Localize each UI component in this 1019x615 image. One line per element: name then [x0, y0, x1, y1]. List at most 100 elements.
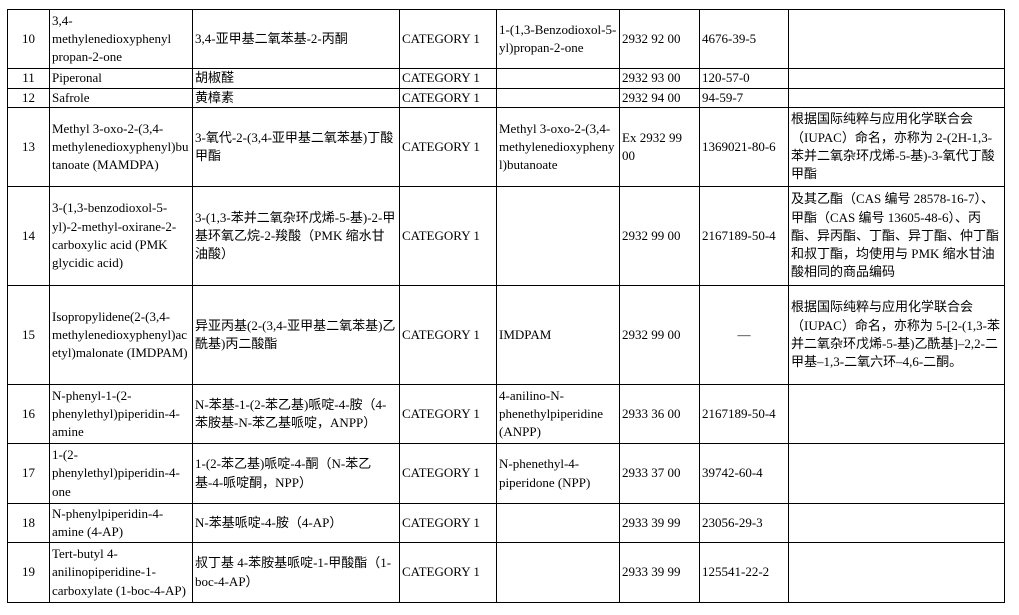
row-number-text: 13	[22, 138, 35, 154]
cell-row-number: 14	[7, 186, 50, 286]
cell-remarks: 根据国际纯粹与应用化学联合会（IUPAC）命名，亦称为 2-(2H-1,3-苯并…	[788, 107, 1005, 187]
cas-number-text: —	[737, 326, 751, 342]
cell-cas-number: —	[699, 285, 789, 385]
cell-hs-code: 2933 39 99	[619, 542, 700, 603]
cas-number-text: 2167189-50-4	[702, 227, 776, 243]
cell-category: CATEGORY 1	[399, 186, 497, 286]
alternative-name-text	[497, 504, 619, 542]
row-number-text: 12	[22, 90, 35, 105]
cell-hs-code: 2932 93 00	[619, 68, 700, 89]
hs-code-text: 2932 99 00	[622, 227, 681, 243]
cell-english-name: Safrole	[49, 88, 193, 108]
cell-cas-number: 125541-22-2	[699, 542, 789, 603]
alternative-name-text: IMDPAM	[499, 326, 552, 342]
hs-code-text: 2933 37 00	[622, 465, 681, 481]
table-row: 13 Methyl 3-oxo-2-(3,4-methylenedioxyphen…	[7, 107, 1005, 187]
cell-english-name: 3-(1,3-benzodioxol-5-yl)-2-methyl-oxiran…	[49, 186, 193, 286]
category-text: CATEGORY 1	[402, 30, 480, 46]
cell-category: CATEGORY 1	[399, 443, 497, 504]
english-name-text: Methyl 3-oxo-2-(3,4-methylenedioxyphenyl…	[52, 120, 189, 173]
chinese-name-text: 1-(2-苯乙基)哌啶-4-酮（N-苯乙基-4-哌啶酮，NPP）	[195, 456, 372, 490]
english-name-text: 1-(2-phenylethyl)piperidin-4-one	[52, 447, 180, 499]
hs-code-text: 2933 39 99	[622, 514, 681, 530]
chinese-name-text: 黄樟素	[195, 90, 235, 105]
cell-english-name: Tert-butyl 4-anilinopiperidine-1-carboxy…	[49, 542, 193, 603]
cell-alternative-name: IMDPAM	[496, 285, 620, 385]
remarks-text	[789, 69, 1004, 88]
cell-hs-code: 2932 94 00	[619, 88, 700, 108]
table-row: 10 3,4-methylenedioxyphenyl propan-2-one 3…	[7, 9, 1005, 69]
hs-code-text: 2933 39 99	[622, 564, 681, 580]
cell-alternative-name: Methyl 3-oxo-2-(3,4-methylenedioxyphenyl…	[496, 107, 620, 187]
cell-category: CATEGORY 1	[399, 384, 497, 444]
cell-english-name: 3,4-methylenedioxyphenyl propan-2-one	[49, 9, 193, 69]
category-text: CATEGORY 1	[402, 138, 480, 154]
table-row: 17 1-(2-phenylethyl)piperidin-4-one 1-(2-苯…	[7, 443, 1005, 504]
cell-hs-code: Ex 2932 99 00	[619, 107, 700, 187]
remarks-text: 及其乙酯（CAS 编号 28578-16-7）、甲酯（CAS 编号 13605-…	[791, 191, 1000, 280]
cell-cas-number: 94-59-7	[699, 88, 789, 108]
cell-chinese-name: 3,4-亚甲基二氧苯基-2-丙酮	[192, 9, 400, 69]
cell-remarks	[788, 542, 1005, 603]
category-text: CATEGORY 1	[402, 326, 480, 342]
chinese-name-text: 异亚丙基(2-(3,4-亚甲基二氧苯基)乙酰基)丙二酸酯	[195, 317, 396, 351]
cell-hs-code: 2933 37 00	[619, 443, 700, 504]
english-name-text: Isopropylidene(2-(3,4-methylenedioxyphen…	[52, 308, 188, 361]
cell-alternative-name	[496, 542, 620, 603]
row-number-text: 11	[22, 70, 35, 86]
cell-remarks: 及其乙酯（CAS 编号 28578-16-7）、甲酯（CAS 编号 13605-…	[788, 186, 1005, 286]
cas-number-text: 94-59-7	[702, 90, 744, 105]
cell-remarks	[788, 68, 1005, 89]
table-row: 11 Piperonal 胡椒醛 CATEGORY 1 2932 93 00 120-57…	[7, 68, 1005, 89]
row-number-text: 18	[22, 514, 35, 530]
cell-row-number: 19	[7, 542, 50, 603]
cell-english-name: Methyl 3-oxo-2-(3,4-methylenedioxyphenyl…	[49, 107, 193, 187]
category-text: CATEGORY 1	[402, 70, 480, 86]
chinese-name-text: N-苯基-1-(2-苯乙基)哌啶-4-胺（4-苯胺基-N-苯乙基哌啶，ANPP）	[195, 396, 387, 430]
cell-remarks: 根据国际纯粹与应用化学联合会（IUPAC）命名，亦称为 5-[2-(1,3-苯并…	[788, 285, 1005, 385]
cell-chinese-name: 黄樟素	[192, 88, 400, 108]
cas-number-text: 1369021-80-6	[702, 138, 776, 154]
row-number-text: 17	[22, 465, 35, 481]
cell-cas-number: 2167189-50-4	[699, 384, 789, 444]
hs-code-text: 2932 99 00	[622, 326, 681, 342]
cell-chinese-name: N-苯基-1-(2-苯乙基)哌啶-4-胺（4-苯胺基-N-苯乙基哌啶，ANPP）	[192, 384, 400, 444]
chinese-name-text: 3-(1,3-苯并二氧杂环戊烯-5-基)-2-甲基环氧乙烷-2-羧酸（PMK 缩…	[195, 209, 396, 262]
category-text: CATEGORY 1	[402, 405, 480, 421]
cell-cas-number: 23056-29-3	[699, 503, 789, 543]
chinese-name-text: 3-氧代-2-(3,4-亚甲基二氧苯基)丁酸甲酯	[195, 129, 394, 163]
row-number-text: 10	[22, 30, 35, 46]
alternative-name-text	[497, 543, 619, 602]
table-row: 14 3-(1,3-benzodioxol-5-yl)-2-methyl-oxir…	[7, 186, 1005, 286]
table-row: 16 N-phenyl-1-(2-phenylethyl)piperidin-4-…	[7, 384, 1005, 444]
english-name-text: Tert-butyl 4-anilinopiperidine-1-carboxy…	[52, 546, 186, 598]
cell-row-number: 18	[7, 503, 50, 543]
cell-category: CATEGORY 1	[399, 285, 497, 385]
cell-alternative-name: 4-anilino-N-phenethylpiperidine (ANPP)	[496, 384, 620, 444]
row-number-text: 15	[22, 326, 35, 342]
cas-number-text: 23056-29-3	[702, 514, 763, 530]
cas-number-text: 120-57-0	[702, 70, 750, 86]
row-number-text: 14	[22, 227, 35, 243]
cell-chinese-name: N-苯基哌啶-4-胺（4-AP）	[192, 503, 400, 543]
cell-remarks	[788, 503, 1005, 543]
cell-hs-code: 2932 99 00	[619, 186, 700, 286]
cell-hs-code: 2933 36 00	[619, 384, 700, 444]
english-name-text: 3,4-methylenedioxyphenyl propan-2-one	[52, 12, 172, 65]
cell-remarks	[788, 88, 1005, 108]
row-number-text: 16	[22, 405, 35, 421]
cell-english-name: Isopropylidene(2-(3,4-methylenedioxyphen…	[49, 285, 193, 385]
cell-row-number: 16	[7, 384, 50, 444]
cell-cas-number: 2167189-50-4	[699, 186, 789, 286]
remarks-text	[789, 543, 1004, 602]
cell-alternative-name	[496, 186, 620, 286]
remarks-text	[789, 385, 1004, 443]
alternative-name-text: 1-(1,3-Benzodioxol-5-yl)propan-2-one	[499, 21, 617, 55]
english-name-text: 3-(1,3-benzodioxol-5-yl)-2-methyl-oxiran…	[52, 200, 177, 271]
cell-row-number: 11	[7, 68, 50, 89]
cas-number-text: 4676-39-5	[702, 30, 757, 46]
cell-row-number: 12	[7, 88, 50, 108]
remarks-text: 根据国际纯粹与应用化学联合会（IUPAC）命名，亦称为 5-[2-(1,3-苯并…	[791, 299, 1000, 370]
remarks-text	[789, 10, 1004, 68]
cell-chinese-name: 异亚丙基(2-(3,4-亚甲基二氧苯基)乙酰基)丙二酸酯	[192, 285, 400, 385]
